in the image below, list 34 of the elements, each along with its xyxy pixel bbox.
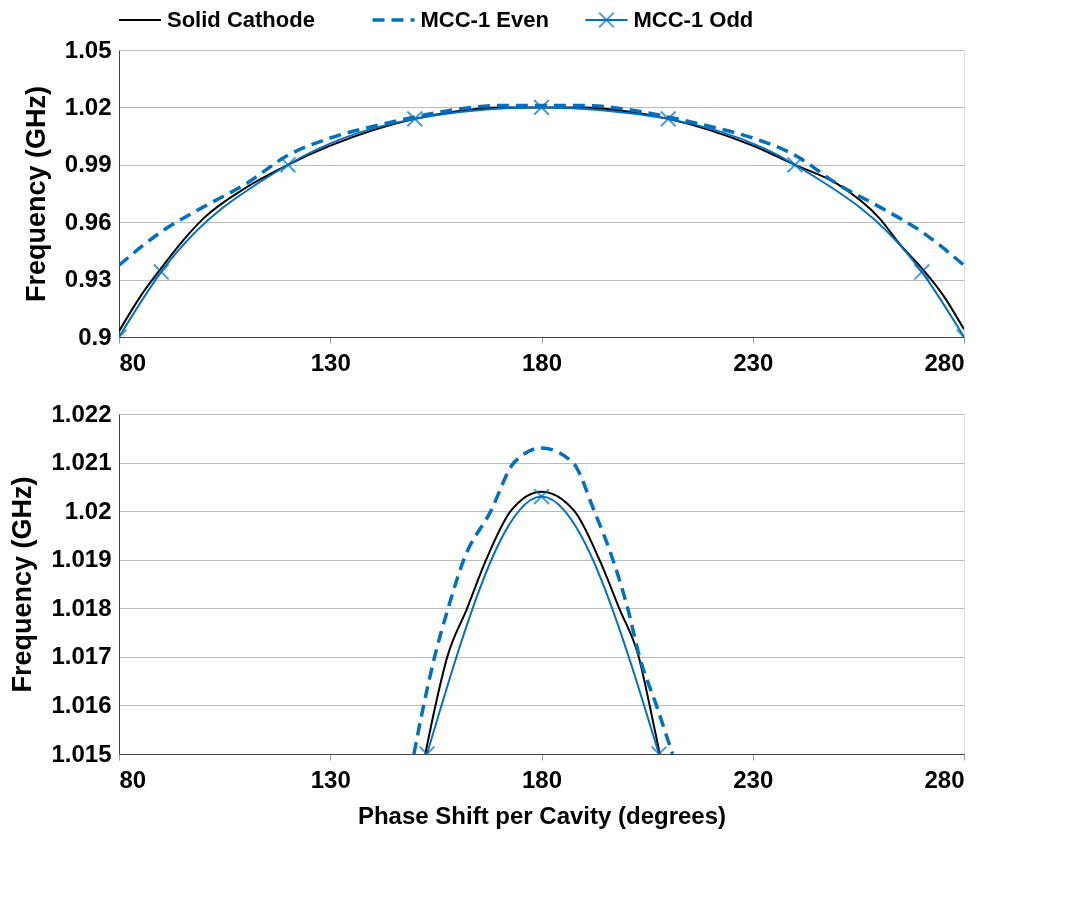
x-tick-label: 280 xyxy=(924,348,965,376)
point xyxy=(533,98,550,116)
point xyxy=(659,110,677,128)
legend-label: MCC-1 Even xyxy=(420,7,549,32)
x-tick-label: 230 xyxy=(733,765,774,793)
x-tick-label: 130 xyxy=(310,348,351,376)
y-tick-label: 0.99 xyxy=(64,150,112,178)
line-series xyxy=(412,446,675,754)
legend-label: MCC-1 Odd xyxy=(633,7,754,32)
y-tick-label: 1.02 xyxy=(64,496,112,524)
y-tick-label: 1.015 xyxy=(51,739,112,767)
point xyxy=(406,110,424,128)
x-tick-label: 80 xyxy=(119,765,147,793)
x-tick-label: 230 xyxy=(733,348,774,376)
x-tick-label: 280 xyxy=(924,765,965,793)
legend-label: Solid Cathode xyxy=(167,7,315,32)
x-tick-label: 80 xyxy=(119,348,147,376)
y-tick-label: 0.96 xyxy=(64,207,112,235)
y-axis-title: Frequency (GHz) xyxy=(20,85,51,303)
y-axis-title: Frequency (GHz) xyxy=(7,476,38,693)
y-tick-label: 1.022 xyxy=(51,399,112,427)
y-tick-label: 1.02 xyxy=(64,92,112,120)
x-tick-label: 180 xyxy=(521,765,563,793)
x-axis-title: Phase Shift per Cavity (degrees) xyxy=(357,801,727,829)
y-tick-label: 0.9 xyxy=(78,322,112,350)
y-tick-label: 1.016 xyxy=(51,690,112,718)
x-tick-label: 130 xyxy=(310,765,351,793)
x-tick-label: 180 xyxy=(521,348,563,376)
y-tick-label: 0.93 xyxy=(64,265,112,293)
y-tick-label: 1.021 xyxy=(51,448,112,476)
y-tick-label: 1.018 xyxy=(51,593,112,621)
y-tick-label: 1.05 xyxy=(64,35,112,63)
y-tick-label: 1.017 xyxy=(51,642,112,670)
y-tick-label: 1.019 xyxy=(51,545,112,573)
